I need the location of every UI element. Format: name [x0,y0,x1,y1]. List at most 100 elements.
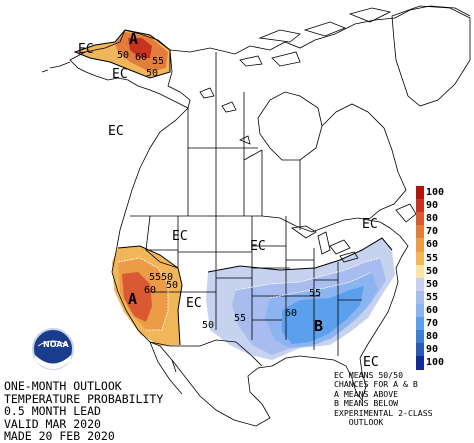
iso-label-se-50: 50 [202,320,215,331]
probability-legend: 100 90 80 70 60 55 50 50 55 60 70 80 90 100 [416,186,474,371]
label-ec-east: EC [362,217,378,232]
label-a-alaska: A [129,30,139,48]
legend-swatch [416,199,424,214]
legend-label: 50 [426,265,439,277]
hudson-bay-outline [257,91,323,161]
labrador-coast [321,103,407,221]
noaa-logo-graphic [32,328,74,370]
label-ec-alaska-west: EC [78,42,94,57]
note-line: EXPERIMENTAL 2-CLASS [334,407,433,418]
isoline-se-60 [269,271,373,299]
legend-label: 55 [426,291,439,303]
legend-label: 80 [426,331,439,343]
legend-label: 100 [426,357,445,369]
legend-row: 60 [416,303,474,318]
legend-swatch [416,251,424,266]
note-line: A MEANS ABOVE [334,388,399,399]
legend-swatch [416,277,424,292]
note-line: CHANCES FOR A & B [334,379,418,390]
legend-row: 70 [416,317,474,331]
title-line: 0.5 MONTH LEAD [4,404,101,418]
west-coast [111,107,189,347]
label-ec-west: EC [172,229,188,244]
label-ec-southwest: EC [186,296,202,311]
us-canada-border [130,215,369,233]
california-above-70 [122,272,152,322]
legend-swatch [416,264,424,279]
isoline-se-55 [235,257,381,291]
legend-row: 100 [416,186,474,200]
legend-swatch [416,317,424,331]
california-boundary [117,245,183,346]
newfoundland [395,203,417,223]
legend-row: 55 [416,290,474,305]
isoline-ca-60 [117,257,169,331]
legend-swatch [416,330,424,345]
mexico-outline [159,345,273,427]
legend-label: 70 [426,318,439,329]
legend-label: 55 [426,252,439,264]
iso-label-ak-50a: 50 [117,50,130,61]
southeast-boundary [207,237,393,273]
legend-swatch [416,212,424,227]
aleutian-islands [41,61,71,73]
canadian-lakes [199,87,251,145]
legend-row: 90 [416,343,474,358]
iso-label-ca-60: 60 [144,285,157,296]
great-lakes [290,225,359,263]
legend-swatch [416,225,424,240]
label-ec-alaska-mid: EC [112,67,128,82]
note-line: B MEANS BELOW [334,398,399,409]
legend-row: 80 [416,330,474,345]
legend-row: 50 [416,264,474,279]
title-line: VALID MAR 2020 [4,416,101,431]
legend-label: 70 [426,226,439,238]
title-block: ONE-MONTH OUTLOOK TEMPERATURE PROBABILIT… [4,380,163,443]
label-ec-canada-west: EC [108,124,124,139]
province-lines [187,52,301,230]
iso-label-ca-5550: 5550 [149,272,174,283]
legend-row: 100 [416,356,474,371]
note-line: OUTLOOK [334,417,384,428]
geographic-outlines [41,5,471,427]
note-line: EC MEANS 50/50 [334,370,404,380]
alaska-outline [69,29,191,109]
iso-label-ak-60: 60 [135,52,148,63]
legend-label: 100 [426,187,445,198]
alaska-above-80 [128,38,152,58]
iso-label-ca-50: 50 [166,280,179,291]
baja-california [149,341,183,395]
arctic-islands [239,7,392,67]
legend-swatch [416,186,424,200]
iso-label-se-55a: 55 [234,313,247,324]
legend-row: 55 [416,251,474,266]
legend-swatch [416,356,424,371]
legend-label: 90 [426,344,439,356]
legend-label: 50 [426,278,439,290]
label-ec-central: EC [250,239,266,254]
legend-row: 50 [416,277,474,292]
legend-swatch [416,290,424,305]
canada-arctic-coast [169,5,471,55]
iso-label-ak-55: 55 [152,56,165,67]
iso-label-ak-50b: 50 [146,68,159,79]
label-b-southeast: B [314,317,324,335]
isolines [117,257,381,331]
noaa-logo: NOAA [43,340,69,349]
title-line: MADE 20 FEB 2020 [4,429,115,443]
us-state-lines [145,215,362,356]
legend-label: 60 [426,304,439,316]
iso-label-se-55b: 55 [309,288,322,299]
category-boundaries [73,29,393,346]
legend-swatch [416,343,424,358]
title-line: ONE-MONTH OUTLOOK [4,379,122,393]
iso-label-se-60: 60 [285,308,298,319]
legend-row: 90 [416,199,474,214]
title-line: TEMPERATURE PROBABILITY [4,391,164,406]
legend-row: 70 [416,225,474,240]
gulf-coast [271,355,367,401]
label-ec-florida: EC [363,355,379,370]
southeast-below-70 [282,286,364,344]
legend-swatch [416,238,424,253]
legend-row: 60 [416,238,474,253]
